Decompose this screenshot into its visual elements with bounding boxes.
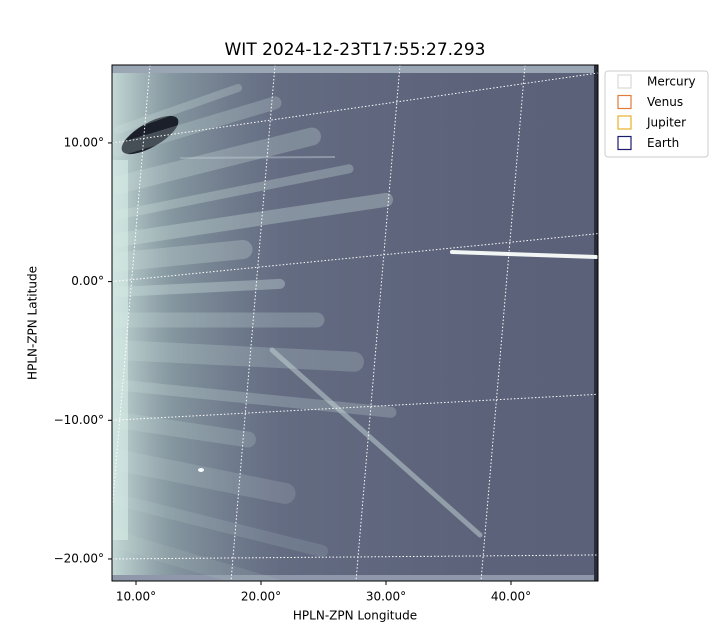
limb-glow (112, 160, 128, 540)
grid-line (480, 65, 526, 581)
streamer (112, 494, 328, 557)
streak (179, 156, 336, 159)
legend-swatch (617, 135, 632, 151)
legend: Mercury Venus Jupiter Earth (604, 70, 709, 158)
grid-line (355, 65, 401, 581)
y-tick-label: 0.00° (71, 274, 104, 288)
streamer (112, 449, 296, 504)
image-edge (112, 575, 598, 581)
legend-label: Jupiter (646, 116, 686, 130)
chart-title: WIT 2024-12-23T17:55:27.293 (225, 40, 486, 60)
grid-line (230, 65, 276, 581)
image-edge (112, 65, 598, 73)
x-tick-label: 40.00° (491, 590, 531, 604)
x-tick-label: 30.00° (366, 590, 406, 604)
legend-swatch (617, 94, 632, 110)
streamer (112, 127, 321, 194)
y-tick-label: −10.00° (54, 413, 104, 427)
streamer (112, 340, 364, 372)
y-tick-label: −20.00° (54, 551, 104, 565)
streak (269, 347, 483, 538)
image-glow (112, 65, 598, 581)
star (198, 468, 204, 472)
streamer (114, 84, 242, 134)
grid-line (112, 393, 598, 421)
streamer (112, 379, 397, 418)
grid-line (112, 65, 151, 517)
y-tick-label: 10.00° (64, 135, 104, 149)
grid-line (112, 233, 598, 283)
image-edge (594, 65, 598, 581)
legend-label: Mercury (647, 75, 696, 89)
dark-patch (121, 115, 179, 155)
comet-streak (450, 250, 598, 259)
grid-line (112, 554, 598, 560)
legend-label: Earth (647, 136, 679, 150)
legend-swatch (617, 74, 632, 89)
streamer (112, 412, 256, 448)
streamer (112, 240, 253, 272)
legend-frame (604, 70, 709, 158)
streamer (112, 192, 393, 247)
streamer (113, 278, 285, 297)
streamer (113, 164, 354, 220)
grid-line (112, 72, 598, 144)
y-axis-label: HPLN-ZPN Latitude (26, 266, 40, 380)
legend-swatch (617, 115, 632, 130)
x-axis-label: HPLN-ZPN Longitude (293, 609, 417, 623)
streamer (112, 531, 285, 581)
axes-frame (111, 64, 599, 582)
legend-label: Venus (647, 95, 683, 109)
streamer (112, 96, 282, 157)
x-tick-label: 10.00° (116, 590, 156, 604)
image (112, 65, 598, 581)
x-tick-label: 20.00° (241, 590, 281, 604)
